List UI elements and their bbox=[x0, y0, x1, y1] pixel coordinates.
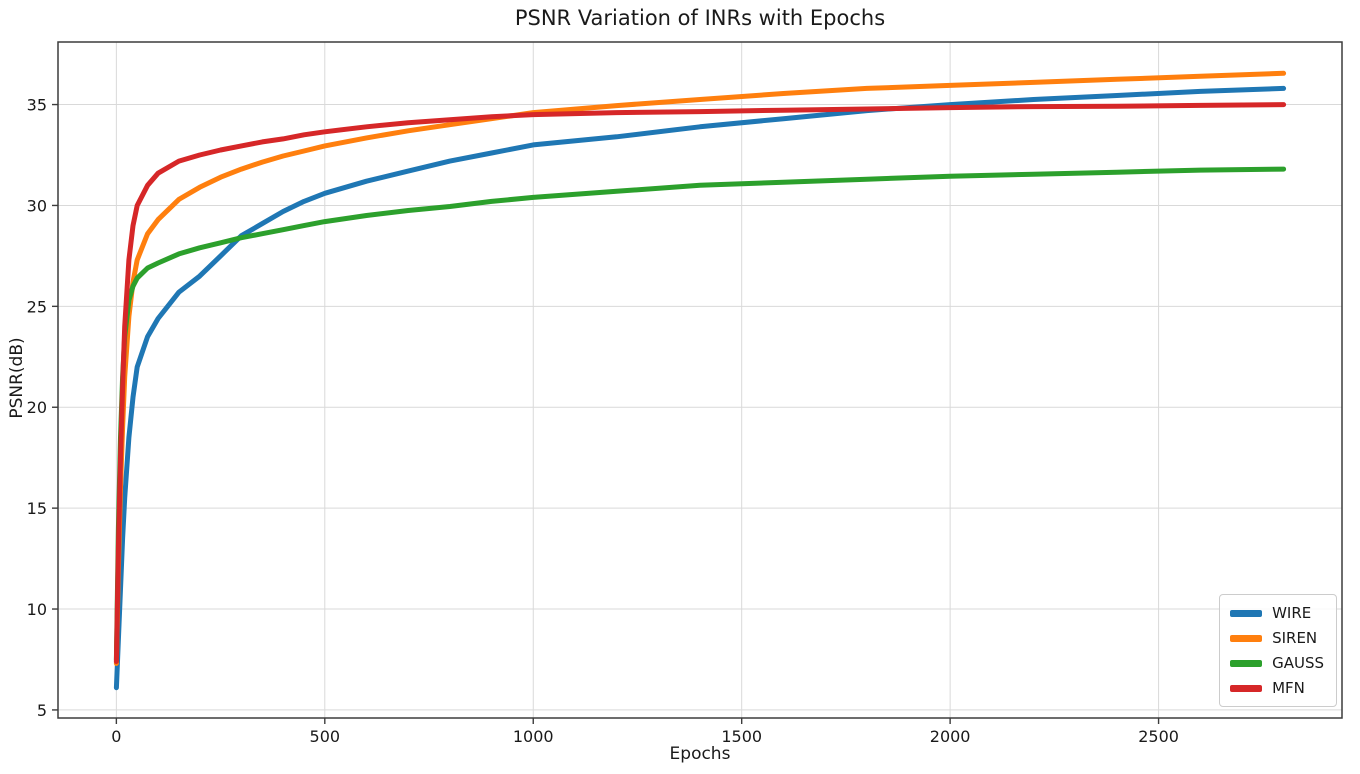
y-tick-label: 30 bbox=[27, 196, 47, 215]
legend-label: WIRE bbox=[1272, 604, 1312, 622]
legend-swatch-mfn bbox=[1230, 684, 1263, 692]
y-tick-label: 10 bbox=[27, 600, 47, 619]
legend-swatch-gauss bbox=[1230, 659, 1263, 667]
y-tick-label: 5 bbox=[37, 701, 47, 720]
legend-swatch-siren bbox=[1230, 634, 1263, 642]
legend-swatch-wire bbox=[1230, 609, 1263, 617]
legend-item-wire: WIRE bbox=[1230, 604, 1324, 622]
x-tick-label: 1500 bbox=[721, 727, 762, 746]
legend: WIRE SIREN GAUSS MFN bbox=[1219, 594, 1337, 707]
legend-label: GAUSS bbox=[1272, 654, 1324, 672]
legend-item-mfn: MFN bbox=[1230, 679, 1324, 697]
plot-frame bbox=[57, 41, 1343, 719]
x-tick-label: 500 bbox=[310, 727, 341, 746]
y-tick-label: 25 bbox=[27, 297, 47, 316]
x-tick-label: 2000 bbox=[930, 727, 971, 746]
legend-label: SIREN bbox=[1272, 629, 1318, 647]
x-tick-label: 0 bbox=[111, 727, 121, 746]
y-tick-label: 35 bbox=[27, 96, 47, 115]
y-tick-label: 20 bbox=[27, 398, 47, 417]
series-line-mfn bbox=[113, 102, 1287, 664]
legend-item-siren: SIREN bbox=[1230, 629, 1324, 647]
legend-label: MFN bbox=[1272, 679, 1305, 697]
x-tick-label: 2500 bbox=[1138, 727, 1179, 746]
series-line-gauss bbox=[113, 166, 1287, 662]
series-line-wire bbox=[113, 85, 1287, 691]
x-tick-label: 1000 bbox=[513, 727, 554, 746]
series-line-siren bbox=[113, 70, 1287, 666]
x-axis-label: Epochs bbox=[669, 744, 731, 764]
legend-item-gauss: GAUSS bbox=[1230, 654, 1324, 672]
chart-title: PSNR Variation of INRs with Epochs bbox=[514, 6, 886, 30]
y-tick-label: 15 bbox=[27, 499, 47, 518]
